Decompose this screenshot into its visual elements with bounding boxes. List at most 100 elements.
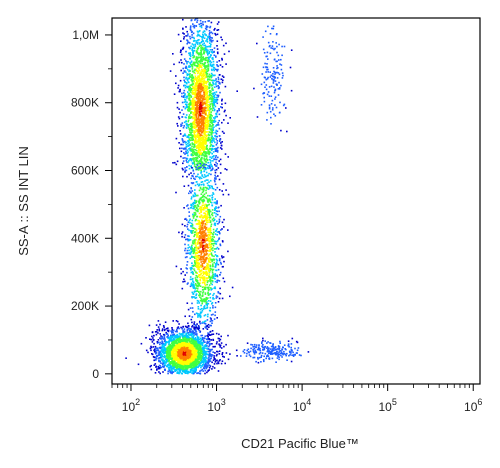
- event-dot: [200, 366, 202, 369]
- event-dot: [195, 159, 198, 161]
- event-dot: [201, 142, 204, 145]
- event-dot: [198, 144, 201, 146]
- events-layer: [125, 17, 310, 375]
- event-dot: [185, 141, 187, 144]
- event-dot: [213, 367, 216, 369]
- event-dot: [176, 160, 179, 163]
- event-dot: [212, 160, 214, 162]
- event-dot: [198, 39, 200, 41]
- event-dot: [201, 258, 203, 261]
- event-dot: [197, 358, 199, 360]
- event-dot: [216, 40, 219, 42]
- event-dot: [191, 355, 193, 358]
- event-dot: [215, 56, 217, 58]
- event-dot: [204, 98, 206, 101]
- event-dot: [195, 284, 198, 286]
- event-dot: [198, 225, 201, 228]
- event-dot: [193, 96, 196, 99]
- event-dot: [190, 84, 193, 87]
- event-dot: [206, 244, 209, 247]
- event-dot: [185, 71, 187, 74]
- event-dot: [209, 293, 212, 295]
- event-dot: [202, 195, 204, 198]
- event-dot: [219, 287, 221, 290]
- event-dot: [182, 135, 184, 137]
- event-dot: [216, 262, 218, 265]
- event-dot: [204, 160, 207, 163]
- event-dot: [163, 336, 166, 338]
- event-dot: [210, 117, 212, 119]
- event-dot: [207, 164, 209, 167]
- event-dot: [218, 60, 221, 62]
- event-dot: [222, 256, 225, 258]
- event-dot: [202, 138, 204, 140]
- event-dot: [221, 141, 223, 143]
- event-dot: [188, 42, 191, 44]
- event-dot: [213, 255, 215, 258]
- event-dot: [212, 155, 214, 158]
- event-dot: [213, 242, 216, 245]
- event-dot: [183, 38, 185, 40]
- event-dot: [194, 199, 196, 202]
- event-dot: [173, 343, 176, 345]
- event-dot: [208, 116, 210, 118]
- event-dot: [204, 186, 207, 189]
- event-dot: [207, 291, 209, 294]
- event-dot: [181, 95, 183, 98]
- event-dot: [208, 78, 211, 80]
- event-dot: [210, 61, 213, 64]
- event-dot: [191, 247, 193, 249]
- event-dot: [214, 163, 216, 166]
- event-dot: [189, 94, 192, 97]
- event-dot: [215, 83, 217, 86]
- event-dot: [196, 83, 198, 85]
- event-dot: [190, 159, 193, 162]
- event-dot: [209, 92, 212, 94]
- event-dot: [194, 107, 197, 109]
- event-dot: [184, 171, 186, 173]
- event-dot: [221, 99, 223, 102]
- event-dot: [211, 258, 214, 261]
- event-dot: [229, 117, 231, 119]
- event-dot: [204, 72, 207, 74]
- event-dot: [200, 338, 202, 341]
- event-dot: [192, 265, 195, 268]
- event-dot: [215, 248, 218, 250]
- event-dot: [211, 141, 213, 144]
- event-dot: [165, 340, 167, 343]
- event-dot: [184, 167, 186, 169]
- event-dot: [184, 157, 186, 159]
- event-dot: [219, 139, 221, 141]
- event-dot: [203, 184, 205, 186]
- event-dot: [198, 104, 200, 107]
- event-dot: [176, 106, 179, 109]
- event-dot: [191, 134, 193, 136]
- event-dot: [178, 365, 180, 368]
- event-dot: [201, 301, 204, 303]
- event-dot: [205, 246, 208, 248]
- event-dot: [206, 109, 208, 112]
- event-dot: [197, 102, 199, 105]
- event-dot: [183, 58, 186, 60]
- event-dot: [197, 232, 199, 235]
- event-dot: [191, 267, 193, 270]
- event-dot: [205, 234, 207, 237]
- event-dot: [203, 277, 206, 279]
- event-dot: [195, 84, 197, 86]
- event-dot: [186, 344, 188, 346]
- event-dot: [213, 50, 215, 53]
- event-dot: [212, 66, 215, 69]
- event-dot: [155, 333, 158, 336]
- event-dot: [209, 42, 211, 44]
- event-dot: [203, 234, 205, 236]
- event-dot: [207, 152, 210, 155]
- event-dot: [194, 358, 197, 361]
- event-dot: [213, 201, 216, 204]
- event-dot: [190, 63, 193, 66]
- event-dot: [201, 62, 204, 65]
- event-dot: [172, 337, 175, 340]
- event-dot: [187, 322, 189, 325]
- event-dot: [179, 133, 182, 135]
- event-dot: [187, 73, 190, 76]
- event-dot: [213, 298, 215, 300]
